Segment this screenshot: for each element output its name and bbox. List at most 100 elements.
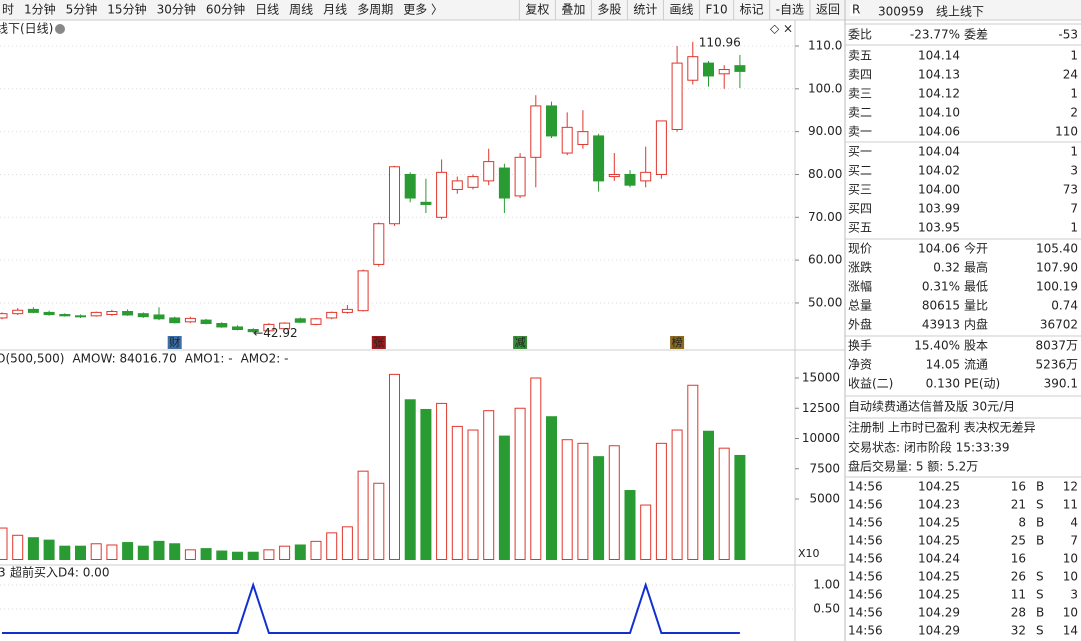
quote-text: 7 (1070, 534, 1078, 548)
quote-text: 卖一 (848, 125, 872, 139)
candle-body (655, 120, 667, 175)
high-label: 110.96 (699, 35, 741, 49)
candle-body (640, 171, 652, 182)
icon[interactable]: ◇ × (770, 22, 793, 36)
marker-bg (167, 336, 182, 349)
quote-text: 收益(二) (848, 377, 893, 391)
period-tab[interactable]: 30分钟 (157, 2, 196, 17)
quote-text: 3 (1070, 588, 1078, 602)
event-marker[interactable]: 榜 (672, 335, 683, 349)
volume-bar (310, 540, 322, 560)
quote-text: 8037万 (1035, 339, 1078, 353)
quote-text: 1 (1070, 145, 1078, 159)
tool-button[interactable]: 多股 (597, 3, 621, 17)
quote-text: 32 (1011, 624, 1026, 638)
volume-bar (546, 416, 557, 560)
quote-text: B (1036, 516, 1044, 530)
period-tab[interactable]: 5分钟 (66, 2, 98, 17)
period-tab[interactable]: 多周期 (357, 3, 393, 17)
volume-header: O(500,500) (0, 352, 64, 366)
period-tab[interactable]: 日线 (255, 3, 279, 17)
period-tab[interactable]: 月线 (323, 3, 347, 17)
volume-bar (184, 549, 196, 561)
tool-button[interactable]: -自选 (776, 3, 804, 17)
volume-tick-label: 7500 (809, 461, 840, 475)
candle-body (27, 308, 39, 313)
quote-text: 14:56 (848, 534, 883, 548)
candle-body (137, 313, 149, 318)
quote-text: 净资 (848, 358, 872, 372)
period-tab[interactable]: 60分钟 (206, 2, 245, 17)
quote-text: 现价 (848, 242, 872, 256)
volume-bar (498, 435, 510, 560)
quote-text: 1 (1070, 49, 1078, 63)
dropdown-icon[interactable] (55, 24, 65, 34)
quote-text: 104.13 (918, 68, 960, 82)
period-tab[interactable]: 周线 (289, 3, 313, 17)
quote-text: 0.31% (922, 280, 960, 294)
candle-body (608, 173, 620, 178)
candle-body (577, 131, 589, 145)
quote-text: -53 (1058, 28, 1078, 42)
period-tab[interactable]: 1分钟 (24, 2, 56, 17)
period-tab[interactable]: 时 (2, 3, 14, 17)
tool-button[interactable]: 标记 (740, 3, 764, 17)
quote-text: B (1036, 606, 1044, 620)
candle-body (184, 317, 196, 323)
volume-header: AMOW: 84016.70 (72, 352, 176, 366)
tool-button[interactable]: F10 (705, 3, 727, 17)
volume-bar (341, 526, 353, 561)
candle-body (734, 65, 746, 72)
quote-text: 104.00 (918, 183, 960, 197)
tool-button[interactable]: 返回 (816, 3, 840, 17)
candle-body (263, 323, 275, 332)
volume-bar (27, 537, 39, 560)
stock-code: 300959 (878, 5, 924, 19)
volume-bar (75, 545, 86, 561)
quote-text: 16 (1011, 552, 1026, 566)
quote-text: 104.25 (918, 570, 960, 584)
quote-text: 14.05 (926, 358, 960, 372)
promo-link[interactable]: 自动续费通达信普及版 30元/月 (848, 400, 1015, 414)
candle-body (483, 161, 495, 182)
candle-body (546, 105, 557, 137)
quote-text: 104.14 (918, 49, 960, 63)
marker-bg (371, 336, 386, 349)
quote-text: 14:56 (848, 552, 883, 566)
candle-body (624, 173, 636, 186)
quote-text: 量比 (964, 299, 988, 313)
quote-text: 外盘 (848, 317, 872, 332)
tool-button[interactable]: 复权 (525, 3, 549, 17)
quote-text: 14:56 (848, 606, 883, 620)
period-tab[interactable]: 更多 〉 (403, 3, 443, 17)
quote-text: 14:56 (848, 516, 883, 530)
quote-text: 104.06 (918, 125, 960, 139)
tool-button[interactable]: 画线 (669, 3, 693, 17)
volume-bar (122, 542, 134, 560)
tool-button[interactable]: 叠加 (561, 3, 585, 17)
indicator-tick-label: 0.50 (813, 602, 840, 616)
quote-text: 26 (1011, 570, 1026, 584)
volume-bar (608, 445, 620, 561)
quote-text: 104.10 (918, 106, 960, 120)
volume-bar (200, 548, 212, 560)
quote-text: 104.06 (918, 242, 960, 256)
quote-text: 15.40% (914, 339, 960, 353)
quote-text: 103.99 (918, 202, 960, 216)
event-marker[interactable]: 减 (515, 336, 526, 349)
quote-text: 28 (1011, 606, 1026, 620)
candle-body (561, 126, 573, 154)
event-marker[interactable]: 张 (373, 336, 384, 349)
volume-bar (357, 470, 369, 561)
period-tab[interactable]: 15分钟 (107, 2, 146, 17)
volume-tick-label: 10000 (802, 431, 840, 445)
volume-header: AMO2: - (241, 352, 289, 366)
quote-text: 0.32 (933, 261, 960, 275)
candle-body (59, 314, 71, 317)
quote-text: 14:56 (848, 624, 883, 638)
event-marker[interactable]: 财 (169, 335, 180, 349)
quote-text: 10 (1063, 606, 1078, 620)
quote-text: 104.25 (918, 588, 960, 602)
volume-bar (404, 399, 416, 560)
tool-button[interactable]: 统计 (633, 3, 657, 17)
